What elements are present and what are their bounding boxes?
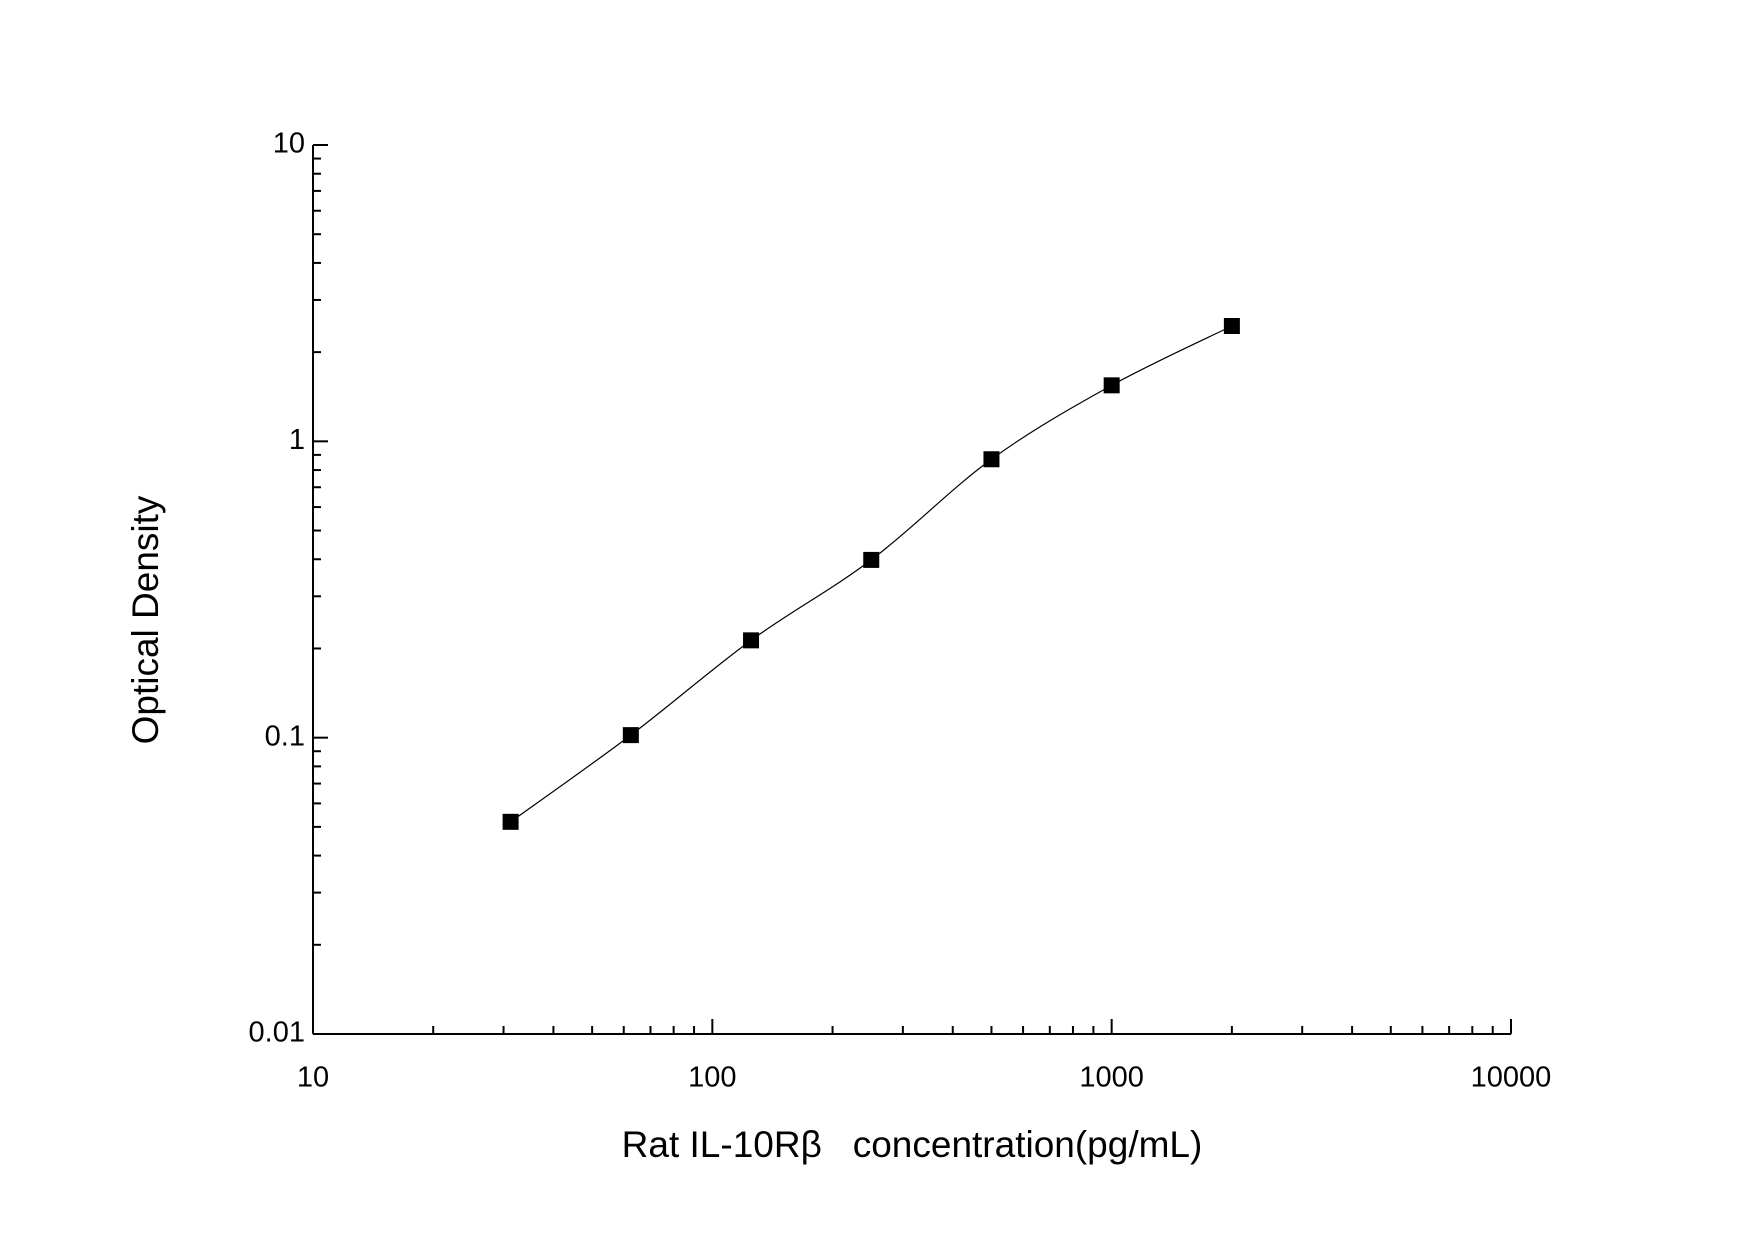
y-tick-label: 1 xyxy=(289,424,305,456)
y-axis-label: Optical Density xyxy=(125,495,166,744)
fit-curve xyxy=(510,325,1233,823)
data-point xyxy=(1223,318,1240,335)
x-tick-label: 10000 xyxy=(1471,1062,1552,1094)
data-point xyxy=(622,727,639,744)
data-point xyxy=(502,813,519,830)
y-tick-label: 0.01 xyxy=(249,1017,305,1049)
x-tick-label: 100 xyxy=(688,1062,736,1094)
data-point xyxy=(1103,377,1120,394)
x-tick-label: 1000 xyxy=(1079,1062,1144,1094)
data-point xyxy=(863,551,880,568)
y-tick-label: 0.1 xyxy=(265,720,305,752)
y-tick-label: 10 xyxy=(273,128,305,160)
data-point xyxy=(983,451,1000,468)
data-point xyxy=(743,632,760,649)
x-axis-label: Rat IL-10Rβ concentration(pg/mL) xyxy=(622,1124,1203,1165)
x-tick-label: 10 xyxy=(297,1062,329,1094)
